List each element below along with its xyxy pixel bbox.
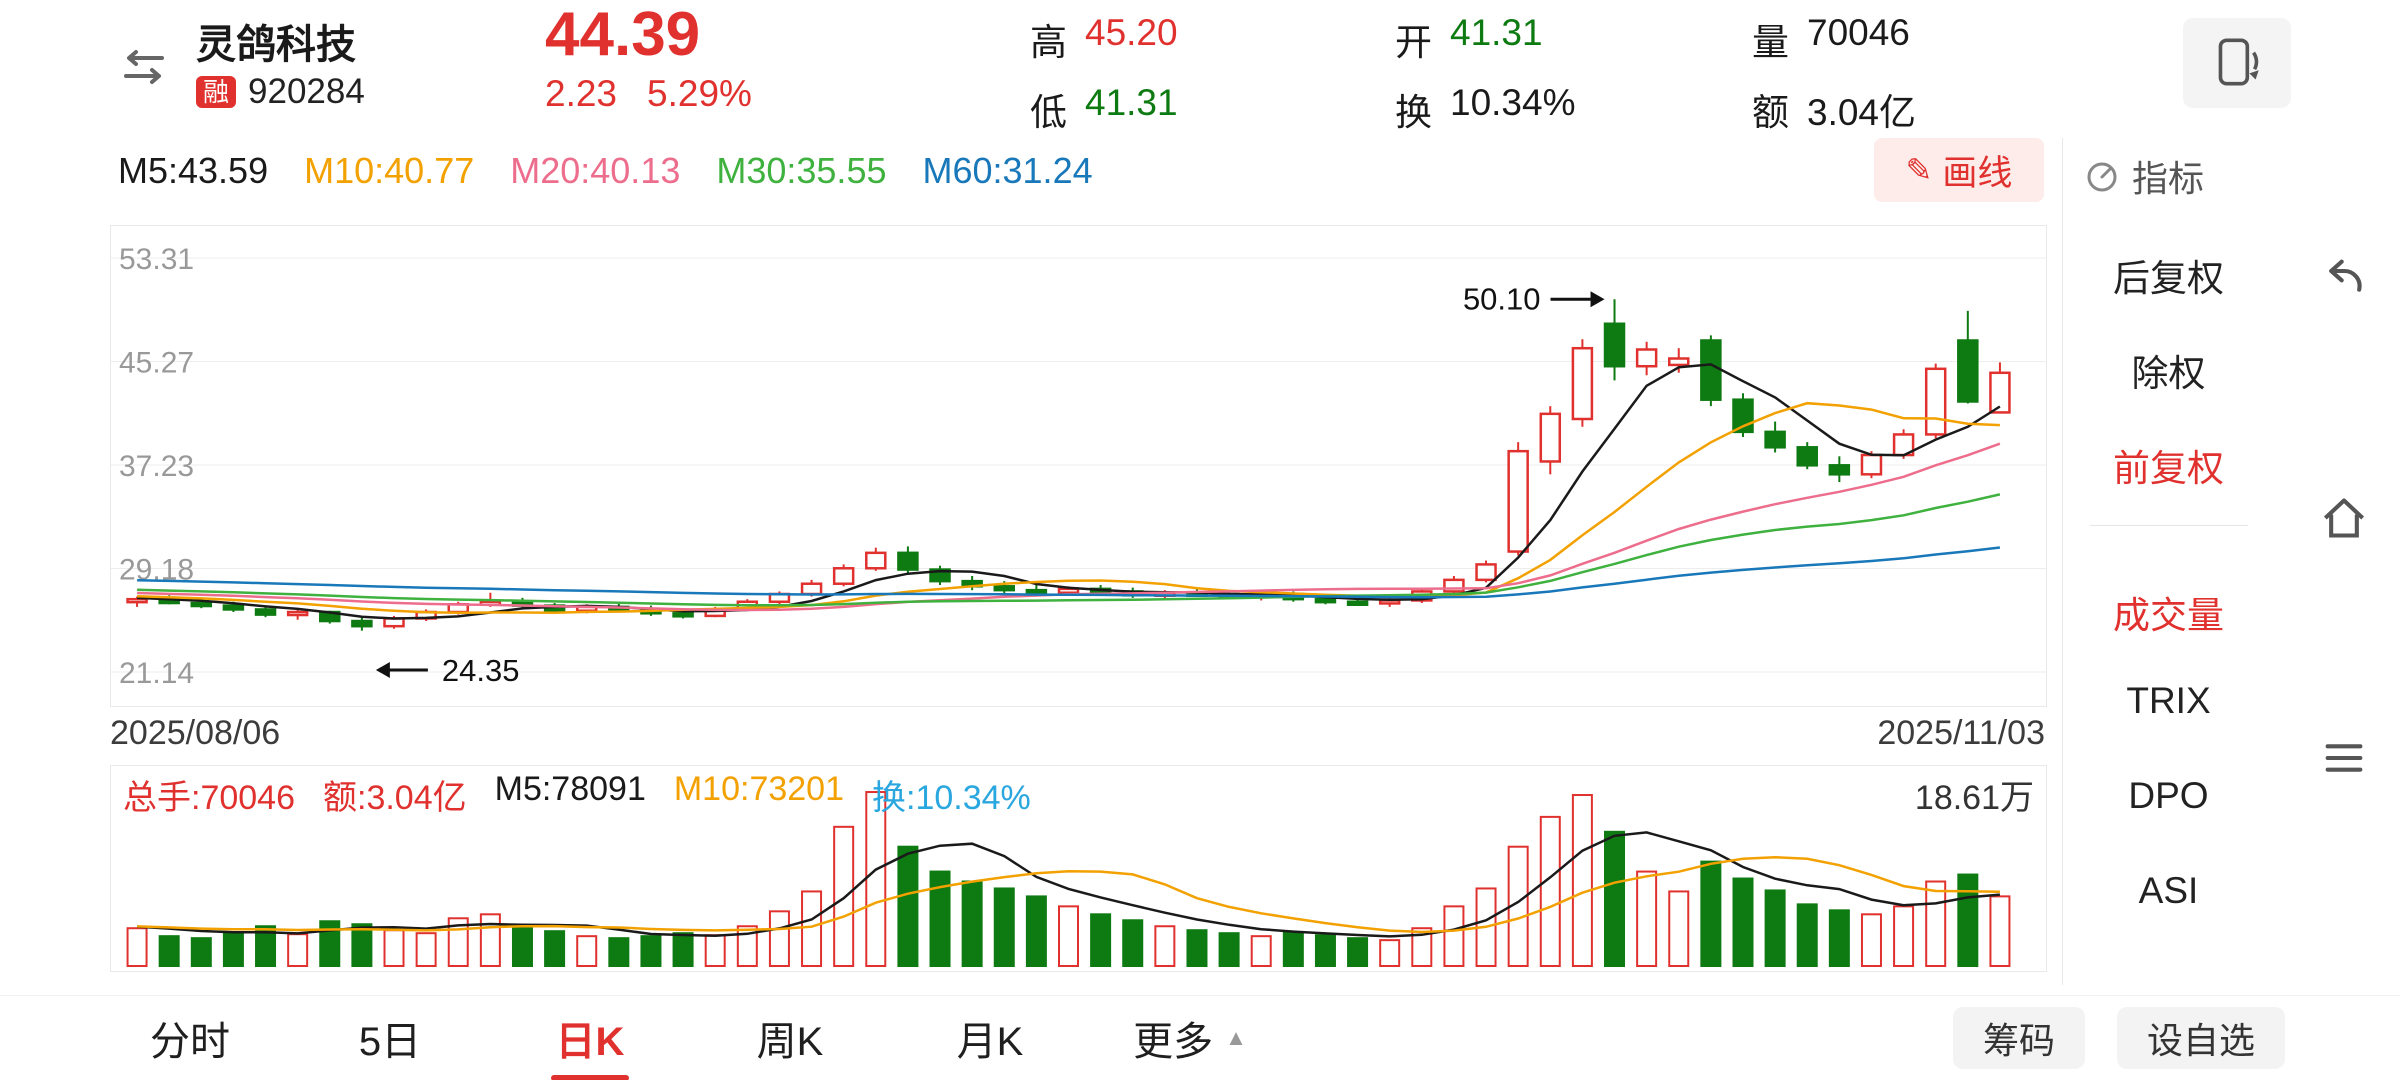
ma5-label: M5:43.59 [118,150,269,191]
hamburger-icon [2325,744,2363,772]
ma10-label: M10:40.77 [304,150,475,191]
stats-col-1: 高 45.20 低 41.31 [1030,12,1178,136]
add-watchlist-button[interactable]: 设自选 [2116,1007,2285,1069]
svg-text:24.35: 24.35 [442,653,520,688]
tab-5day[interactable]: 5日 [358,1020,422,1064]
svg-text:45.27: 45.27 [119,347,194,380]
stats-col-2: 开 41.31 换 10.34% [1395,12,1576,136]
stock-name: 灵鸽科技 [196,23,356,67]
rotate-phone-icon [2218,38,2259,86]
rotate-screen-button[interactable] [2183,18,2291,108]
draw-line-label: 画线 [1942,153,2013,193]
sidebar-item-qianfuquan[interactable]: 前复权 [2113,448,2224,489]
ma-labels-row: M5:43.59 M10:40.77 M20:40.13 M30:35.55 M… [118,150,1093,192]
stock-code-row: 融 920284 [196,72,365,112]
high-value: 45.20 [1085,12,1178,53]
ma30-label: M30:35.55 [716,150,887,191]
home-icon [2323,498,2365,538]
turnover-label: 换 [1395,92,1432,133]
more-arrow-icon: ▲ [1225,1025,1247,1050]
sidebar-item-volume[interactable]: 成交量 [2113,595,2224,636]
indicator-label: 指标 [2132,158,2205,199]
sidebar-item-chuquan[interactable]: 除权 [2131,353,2206,394]
svg-text:53.31: 53.31 [119,243,194,276]
current-price: 44.39 [545,0,701,69]
sidebar-item-houfuquan[interactable]: 后复权 [2113,258,2224,299]
active-tab-underline [551,1074,629,1080]
date-axis: 2025/08/06 2025/11/03 [110,714,2045,753]
high-label: 高 [1030,22,1067,63]
sidebar-separator [2090,525,2248,526]
tab-daily-k[interactable]: 日K [490,996,690,1080]
volume-panel[interactable]: 总手:70046 额:3.04亿 M5:78091 M10:73201 换:10… [110,765,2047,972]
sidebar-item-trix[interactable]: TRIX [2126,680,2211,721]
price-chart-panel[interactable]: 53.31 45.27 37.23 29.18 21.14 50.10 24.35 [110,225,2047,707]
tab-more[interactable]: 更多 ▲ [1133,1020,1247,1064]
price-block: 44.39 2.23 5.29% [545,2,752,115]
margin-badge: 融 [196,76,237,108]
open-label: 开 [1395,22,1432,63]
svg-text:37.23: 37.23 [119,450,194,483]
tab-weekly-k[interactable]: 周K [756,1020,824,1064]
volume-label: 量 [1752,22,1789,63]
low-value: 41.31 [1085,82,1178,123]
stats-col-3: 量 70046 额 3.04亿 [1752,12,1916,136]
ma20-label: M20:40.13 [510,150,681,191]
open-value: 41.31 [1450,12,1543,53]
menu-button[interactable] [2314,728,2374,788]
amount-value: 3.04亿 [1807,92,1917,133]
price-change: 2.23 [545,73,618,115]
date-end: 2025/11/03 [1877,714,2045,752]
tab-monthly-k[interactable]: 月K [956,1020,1024,1064]
price-change-pct: 5.29% [647,73,752,115]
date-start: 2025/08/06 [110,714,281,752]
turnover-value: 10.34% [1450,82,1576,123]
volume-chart[interactable] [111,766,2046,971]
pencil-icon: ✎ [1905,152,1933,188]
tab-fenshi[interactable]: 分时 [150,1020,230,1064]
low-label: 低 [1030,92,1067,133]
home-button[interactable] [2314,488,2374,548]
stock-code: 920284 [248,72,365,111]
sidebar-item-asi[interactable]: ASI [2138,870,2199,911]
chips-button[interactable]: 筹码 [1952,1007,2085,1069]
svg-text:50.10: 50.10 [1463,281,1541,316]
svg-text:21.14: 21.14 [119,657,194,690]
indicator-button[interactable]: 指标 [2082,150,2204,202]
ma60-label: M60:31.24 [922,150,1093,191]
sidebar-item-dpo[interactable]: DPO [2128,775,2209,816]
gauge-icon [2087,162,2117,192]
undo-icon [2329,259,2362,292]
switch-stock-icon[interactable] [118,46,170,88]
amount-label: 额 [1752,92,1789,133]
back-button[interactable] [2314,248,2374,308]
volume-value: 70046 [1807,12,1910,53]
period-tabbar: 分时 5日 日K 周K 月K 更多 ▲ [0,995,2400,1080]
sidebar-divider [2062,138,2063,985]
draw-line-button[interactable]: ✎ 画线 [1874,138,2044,202]
